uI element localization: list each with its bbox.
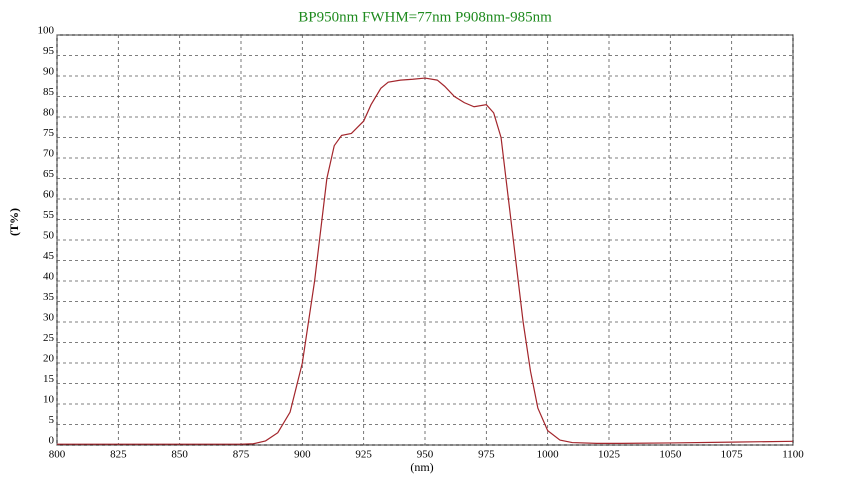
y-tick-label: 25 — [43, 332, 55, 344]
x-tick-label: 1050 — [659, 449, 682, 461]
x-tick-label: 1000 — [537, 449, 560, 461]
y-tick-label: 85 — [43, 86, 55, 98]
x-tick-label: 900 — [294, 449, 311, 461]
y-tick-label: 60 — [43, 189, 55, 201]
x-tick-label: 875 — [233, 449, 250, 461]
x-tick-label: 925 — [355, 449, 372, 461]
y-tick-label: 0 — [49, 435, 55, 447]
x-tick-label: 950 — [417, 449, 434, 461]
chart-title: BP950nm FWHM=77nm P908nm-985nm — [298, 9, 552, 25]
x-tick-label: 825 — [110, 449, 127, 461]
y-tick-label: 10 — [43, 394, 55, 406]
y-tick-label: 30 — [43, 312, 55, 324]
y-tick-label: 35 — [43, 291, 55, 303]
y-tick-label: 5 — [49, 414, 55, 426]
x-tick-label: 800 — [49, 449, 66, 461]
y-tick-label: 65 — [43, 168, 55, 180]
x-tick-label: 1075 — [721, 449, 744, 461]
y-tick-label: 55 — [43, 209, 55, 221]
y-tick-label: 50 — [43, 230, 55, 242]
y-tick-label: 100 — [38, 25, 55, 37]
y-tick-label: 45 — [43, 250, 55, 262]
y-tick-label: 75 — [43, 127, 55, 139]
y-tick-label: 90 — [43, 66, 55, 78]
y-tick-label: 20 — [43, 353, 55, 365]
data-line — [57, 77, 794, 445]
x-tick-label: 850 — [171, 449, 188, 461]
y-tick-label: 70 — [43, 148, 55, 160]
y-tick-label: 15 — [43, 373, 55, 385]
y-tick-label: 95 — [43, 45, 55, 57]
x-tick-label: 975 — [478, 449, 495, 461]
y-tick-label: 40 — [43, 271, 55, 283]
x-tick-label: 1100 — [782, 449, 804, 461]
y-axis-label: (T%) — [7, 208, 21, 236]
x-axis-label: (nm) — [410, 460, 433, 474]
x-tick-label: 1025 — [598, 449, 621, 461]
y-tick-label: 80 — [43, 107, 55, 119]
